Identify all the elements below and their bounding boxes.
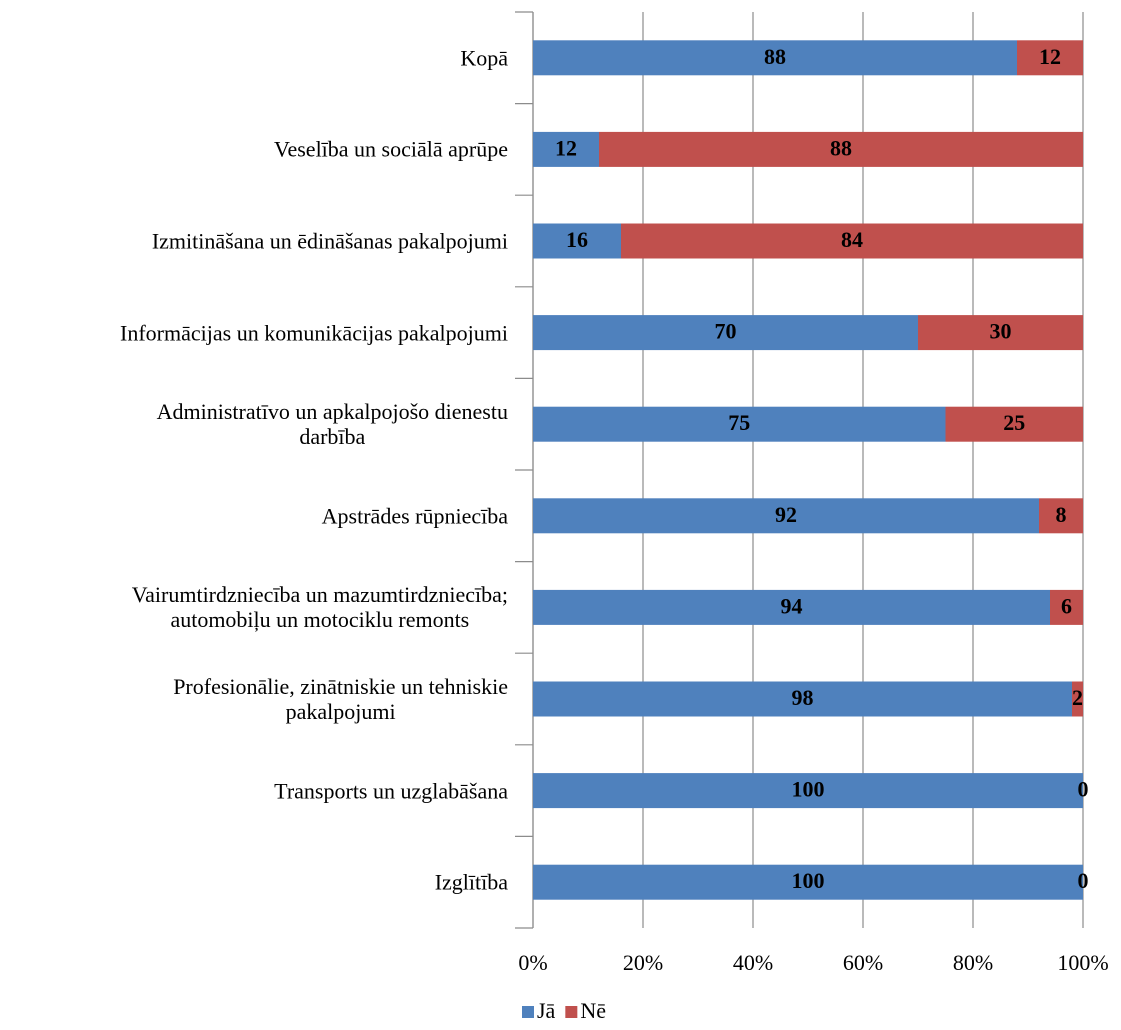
y-tick-label: Administratīvo un apkalpojošo dienestu d… <box>156 399 508 450</box>
data-label: 12 <box>555 135 577 160</box>
bar-segment <box>533 498 1039 534</box>
bar-segment <box>533 223 621 259</box>
data-label: 88 <box>764 44 786 69</box>
x-tick-label: 80% <box>953 950 993 975</box>
y-tick-label: Vairumtirdzniecība un mazumtirdzniecība;… <box>131 582 508 633</box>
bar-segment <box>599 131 1083 167</box>
data-label: 100 <box>792 868 825 893</box>
data-label: 100 <box>792 777 825 802</box>
legend-label: Jā <box>537 998 556 1023</box>
bar-segment <box>533 589 1050 625</box>
y-tick-label: Kopā <box>460 45 508 71</box>
x-tick-label: 40% <box>733 950 773 975</box>
legend-swatch <box>522 1006 534 1018</box>
data-label: 6 <box>1061 593 1072 618</box>
data-label: 98 <box>792 685 814 710</box>
bar-segment <box>533 131 599 167</box>
data-label: 75 <box>728 410 750 435</box>
data-label: 0 <box>1078 868 1089 893</box>
data-label: 0 <box>1078 777 1089 802</box>
bar-segment <box>1017 40 1083 76</box>
data-label: 70 <box>715 319 737 344</box>
y-tick-label: Profesionālie, zinātniskie un tehniskie … <box>173 674 508 724</box>
y-tick-label: Informācijas un komunikācijas pakalpojum… <box>120 320 508 346</box>
data-label: 84 <box>841 227 863 252</box>
data-label: 16 <box>566 227 588 252</box>
bar-segment <box>1039 498 1083 534</box>
data-label: 88 <box>830 135 852 160</box>
legend-swatch <box>565 1006 578 1018</box>
bar-segment <box>533 864 1083 900</box>
data-label: 30 <box>990 319 1012 344</box>
legend-label: Nē <box>580 998 606 1023</box>
bar-segment <box>1072 681 1083 717</box>
data-label: 94 <box>781 593 803 618</box>
y-tick-label: Apstrādes rūpniecība <box>321 503 508 529</box>
bar-segment <box>621 223 1083 259</box>
bar-segment <box>533 315 918 351</box>
bar-segment <box>533 406 946 442</box>
bar-segment <box>918 315 1083 351</box>
data-label: 25 <box>1003 410 1025 435</box>
y-tick-label: Veselība un sociālā aprūpe <box>274 136 508 162</box>
data-label: 8 <box>1056 502 1067 527</box>
bar-segment <box>533 40 1017 76</box>
data-label: 92 <box>775 502 797 527</box>
bar-segment <box>1050 589 1083 625</box>
data-label: 2 <box>1072 685 1083 710</box>
x-tick-label: 0% <box>518 950 547 975</box>
y-tick-label: Izmitināšana un ēdināšanas pakalpojumi <box>151 228 508 254</box>
y-tick-label: Transports un uzglabāšana <box>274 778 508 804</box>
bar-segment <box>945 406 1083 442</box>
x-tick-label: 20% <box>623 950 663 975</box>
x-tick-label: 60% <box>843 950 883 975</box>
x-tick-label: 100% <box>1057 950 1108 975</box>
bar-segment <box>533 773 1083 809</box>
data-label: 12 <box>1039 44 1061 69</box>
y-tick-label: Izglītība <box>434 869 508 895</box>
bar-segment <box>533 681 1072 717</box>
